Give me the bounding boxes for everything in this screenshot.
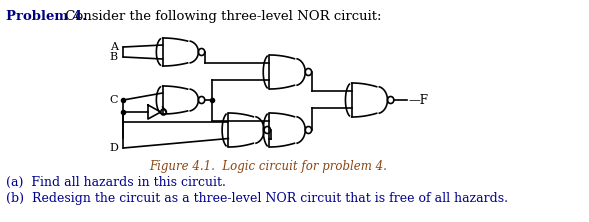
Text: C: C xyxy=(110,95,118,105)
Text: (b)  Redesign the circuit as a three-level NOR circuit that is free of all hazar: (b) Redesign the circuit as a three-leve… xyxy=(6,192,508,205)
Text: D: D xyxy=(110,143,118,153)
Text: Figure 4.1.  Logic circuit for problem 4.: Figure 4.1. Logic circuit for problem 4. xyxy=(150,160,388,173)
Text: Problem 4.: Problem 4. xyxy=(6,10,87,23)
Text: B: B xyxy=(110,52,118,62)
Text: —F: —F xyxy=(408,93,428,107)
Text: A: A xyxy=(110,42,118,52)
Text: (a)  Find all hazards in this circuit.: (a) Find all hazards in this circuit. xyxy=(6,176,226,189)
Text: Consider the following three-level NOR circuit:: Consider the following three-level NOR c… xyxy=(61,10,382,23)
